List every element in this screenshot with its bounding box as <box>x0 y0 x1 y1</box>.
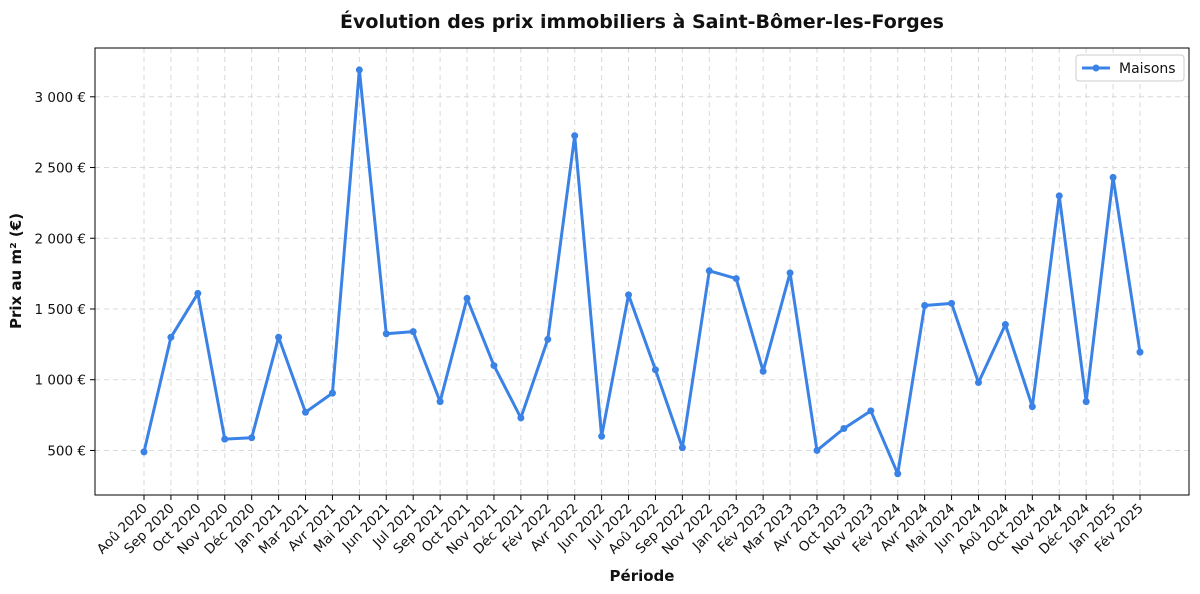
x-axis-label: Période <box>610 567 675 585</box>
legend-label-maisons: Maisons <box>1119 61 1176 77</box>
data-point <box>409 328 417 336</box>
y-tick-label: 1 500 € <box>34 302 86 318</box>
data-point <box>221 435 229 443</box>
y-tick-label: 2 000 € <box>34 231 86 247</box>
data-point <box>382 330 390 338</box>
data-point <box>786 269 794 277</box>
data-point <box>1028 403 1036 411</box>
data-point <box>248 434 256 442</box>
data-point <box>1001 321 1009 329</box>
data-point <box>894 470 902 478</box>
data-point <box>194 289 202 297</box>
data-point <box>840 425 848 433</box>
data-point <box>921 301 929 309</box>
data-point <box>275 333 283 341</box>
data-point <box>571 132 579 140</box>
y-tick-label: 3 000 € <box>34 90 86 106</box>
legend: Maisons <box>1075 54 1185 82</box>
data-point <box>678 444 686 452</box>
series-line-maisons <box>142 68 1142 476</box>
y-axis-ticks: 500 € 1 000 € 1 500 € 2 000 € 2 500 € 3 000 € <box>34 90 95 459</box>
y-axis-label: Prix au m² (€) <box>7 213 25 329</box>
legend-box <box>1075 54 1185 82</box>
data-point <box>355 66 363 74</box>
chart-title: Évolution des prix immobiliers à Saint-B… <box>340 10 944 33</box>
data-point <box>463 294 471 302</box>
data-point <box>1082 398 1090 406</box>
data-point <box>625 291 633 299</box>
data-point <box>651 366 659 374</box>
legend-marker-maisons <box>1092 64 1100 72</box>
series-layer <box>140 66 1144 478</box>
data-point <box>1055 192 1063 200</box>
y-tick-label: 1 000 € <box>34 373 86 389</box>
data-point <box>490 362 498 370</box>
data-point <box>598 432 606 440</box>
data-point <box>948 299 956 307</box>
data-point <box>974 379 982 387</box>
grid <box>95 48 1189 495</box>
data-point <box>167 333 175 341</box>
data-point <box>813 446 821 454</box>
data-point <box>759 367 767 375</box>
data-point <box>1136 348 1144 356</box>
data-point <box>867 407 875 415</box>
data-point <box>517 414 525 422</box>
y-tick-label: 500 € <box>47 443 86 459</box>
data-point <box>1109 173 1117 181</box>
plot-area-frame <box>94 47 1190 496</box>
data-point <box>328 389 336 397</box>
data-point <box>302 408 310 416</box>
data-point <box>140 448 148 456</box>
data-point <box>705 267 713 275</box>
data-point <box>732 275 740 283</box>
data-point <box>544 335 552 343</box>
data-point <box>436 398 444 406</box>
y-tick-label: 2 500 € <box>34 161 86 177</box>
